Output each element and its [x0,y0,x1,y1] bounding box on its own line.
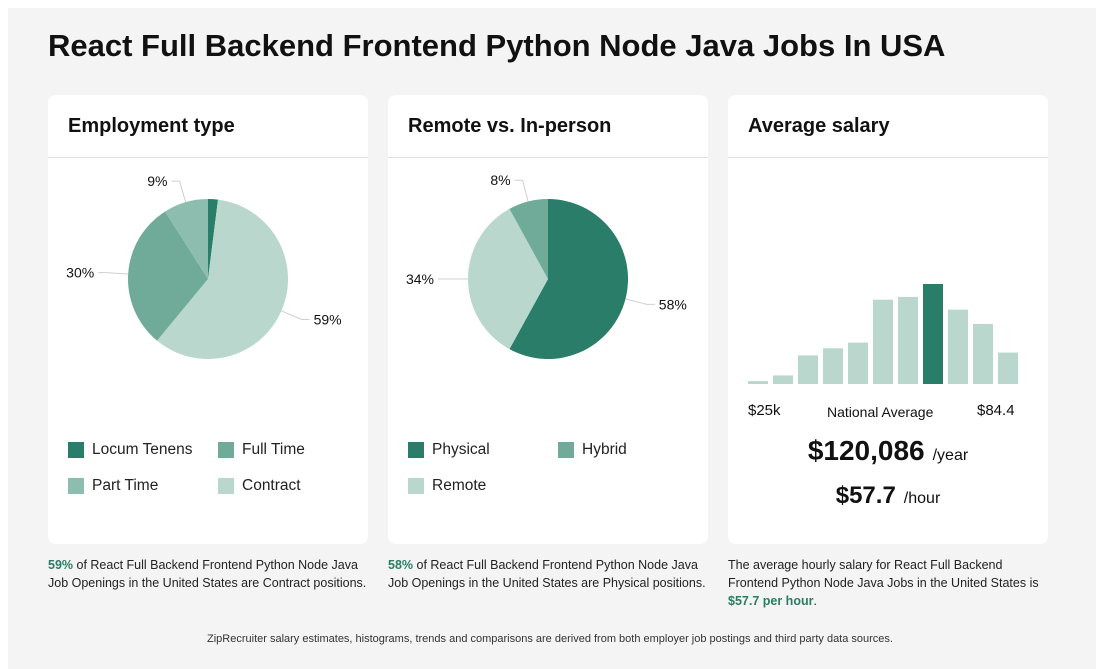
legend-label: Physical [432,441,490,458]
histogram-bar [848,342,868,384]
data-label-physical: 58% [659,296,687,312]
legend-swatch [408,478,424,494]
legend-label: Full Time [242,441,305,458]
annual-salary-value: $120,086 [807,435,925,466]
card-title: Average salary [728,95,1048,158]
legend-swatch [68,442,84,458]
histogram-bar [873,299,893,384]
histogram-bar [948,309,968,384]
caption-end: . [813,594,817,608]
legend-label: Part Time [92,477,159,494]
histogram-bar [798,355,818,384]
pie-slice-full-time [127,211,208,341]
footer-note: ZipRecruiter salary estimates, histogram… [207,633,893,645]
caption-text: The average hourly salary for React Full… [728,558,1039,590]
histogram-bar [898,296,918,384]
caption-text: of React Full Backend Frontend Python No… [388,558,706,590]
pie-slice-hybrid [509,199,548,279]
legend-swatch [218,442,234,458]
remote-vs-in-person-card: Remote vs. In-person 58% 34% 8% Physical H… [388,95,708,544]
pie-slice-physical [509,199,629,359]
caption-highlight: 59% [48,558,74,572]
caption-text: of React Full Backend Frontend Python No… [48,558,367,590]
legend-swatch [408,442,424,458]
histogram-bar-highlighted [923,284,943,384]
legend-item-locum-tenens: Locum Tenens [68,441,193,459]
legend-swatch [68,478,84,494]
legend-label: Locum Tenens [92,441,193,458]
data-label-contract: 59% [314,312,342,328]
national-average-label: National Average [827,404,934,420]
pie-slice-remote [468,208,548,350]
employment-type-caption: 59% of React Full Backend Frontend Pytho… [48,556,370,592]
employment-type-pie-chart: 59% 30% 9% [66,173,342,359]
annual-salary: $120,086/year [728,435,1048,467]
histogram-bar [748,381,768,384]
hourly-salary-value: $57.7 [835,482,896,509]
leader-line [625,298,655,305]
page-title: React Full Backend Frontend Python Node … [48,28,946,63]
data-label-hybrid: 8% [490,172,510,188]
legend-item-part-time: Part Time [68,477,158,495]
legend-item-remote: Remote [408,477,486,495]
hourly-salary: $57.7/hour [728,482,1048,510]
salary-caption: The average hourly salary for React Full… [728,556,1050,610]
legend-item-contract: Contract [218,477,301,495]
legend-item-hybrid: Hybrid [558,441,627,459]
legend-item-full-time: Full Time [218,441,305,459]
pie-slice-contract [157,199,289,359]
histogram-bar [773,375,793,384]
pie-slice-locum-tenens [208,199,219,279]
leader-line [171,180,187,203]
legend-item-physical: Physical [408,441,490,459]
pie-slice-part-time [165,199,208,279]
histogram-bar [998,352,1018,384]
average-salary-card: Average salary $25k National Average $84… [728,95,1048,544]
leader-line [514,179,529,202]
leader-line [98,272,129,275]
max-salary-label: $84.4 [977,402,1015,419]
remote-vs-in-person-pie-chart: 58% 34% 8% [406,172,687,359]
hourly-salary-unit: /hour [903,490,941,507]
min-salary-label: $25k [748,402,781,419]
histogram-bar [973,324,993,384]
remote-caption: 58% of React Full Backend Frontend Pytho… [388,556,710,592]
salary-histogram [748,284,1018,384]
histogram-bar [823,348,843,384]
legend-label: Remote [432,477,487,494]
data-label-full-time: 30% [66,265,94,281]
legend-swatch [218,478,234,494]
legend-label: Contract [242,477,301,494]
caption-highlight: 58% [388,558,414,572]
employment-type-card: Employment type 59% 30% 9% Locum Tenens Fu… [48,95,368,544]
data-label-part-time: 9% [147,173,167,189]
legend-swatch [558,442,574,458]
data-label-remote: 34% [406,271,434,287]
card-title: Employment type [48,95,368,158]
annual-salary-unit: /year [932,447,969,464]
leader-line [281,310,310,320]
card-title: Remote vs. In-person [388,95,708,158]
legend-label: Hybrid [582,441,627,458]
caption-highlight: $57.7 per hour [728,594,814,608]
